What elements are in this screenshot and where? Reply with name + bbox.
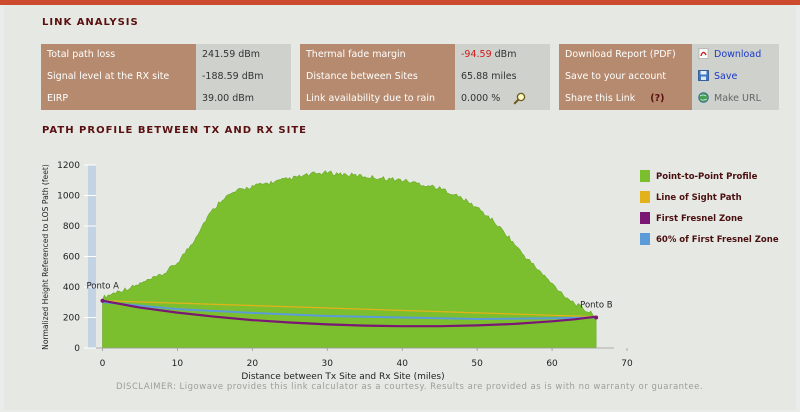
stat-row-path-loss: Total path loss 241.59 dBm bbox=[41, 44, 291, 66]
stat-label: EIRP bbox=[41, 88, 196, 110]
y-tick-lines bbox=[84, 164, 96, 349]
stat-value: 39.00 dBm bbox=[196, 88, 291, 110]
y-tick-label: 200 bbox=[63, 314, 80, 324]
x-tick-label: 20 bbox=[247, 359, 259, 369]
legend-swatch bbox=[640, 191, 650, 203]
legend-swatch bbox=[640, 170, 650, 182]
top-accent-bar bbox=[0, 0, 800, 5]
action-label: Share this Link (?) bbox=[559, 88, 692, 110]
stat-label: Distance between Sites bbox=[300, 66, 455, 88]
stat-value: -94.59 dBm bbox=[455, 44, 550, 66]
site-a-label: Ponto A bbox=[86, 282, 119, 292]
save-button[interactable]: Save bbox=[692, 66, 779, 88]
fade-margin-number: -94.59 bbox=[461, 49, 492, 60]
path-profile-chart: 0 10 20 30 40 50 60 70 0 200 400 600 800 1000 1200 Po… bbox=[41, 161, 779, 382]
x-tick-labels: 0 10 20 30 40 50 60 70 bbox=[100, 348, 633, 369]
action-label: Save to your account bbox=[559, 66, 692, 88]
y-axis-label: Normalized Height Referenced to LOS Path… bbox=[41, 164, 50, 350]
share-help-button[interactable]: (?) bbox=[650, 93, 665, 104]
site-b-marker bbox=[594, 315, 599, 320]
stat-row-eirp: EIRP 39.00 dBm bbox=[41, 88, 291, 110]
y-tick-label: 800 bbox=[63, 222, 80, 232]
y-tick-label: 0 bbox=[74, 344, 80, 354]
y-tick-label: 400 bbox=[63, 283, 80, 293]
y-tick-label: 1000 bbox=[57, 192, 80, 202]
action-row-share: Share this Link (?) Make URL bbox=[559, 88, 779, 110]
stat-row-distance: Distance between Sites 65.88 miles bbox=[300, 66, 550, 88]
x-tick-label: 50 bbox=[471, 359, 483, 369]
save-icon bbox=[698, 70, 709, 81]
link-stats-group-1: Total path loss 241.59 dBm Signal level … bbox=[41, 44, 291, 111]
globe-icon bbox=[698, 92, 709, 103]
y-tick-labels: 0 200 400 600 800 1000 1200 bbox=[57, 161, 80, 354]
rain-availability-value: 0.000 % bbox=[461, 93, 501, 104]
x-tick-label: 10 bbox=[172, 359, 184, 369]
x-tick-label: 30 bbox=[322, 359, 334, 369]
action-label: Download Report (PDF) bbox=[559, 44, 692, 66]
site-a-marker bbox=[100, 298, 105, 303]
link-stats-group-2: Thermal fade margin -94.59 dBm Distance … bbox=[300, 44, 550, 111]
save-link[interactable]: Save bbox=[714, 71, 738, 82]
x-tick-label: 60 bbox=[546, 359, 558, 369]
magnifier-icon[interactable] bbox=[513, 92, 526, 105]
action-row-save: Save to your account Save bbox=[559, 66, 779, 88]
main-panel: LINK ANALYSIS Total path loss 241.59 dBm… bbox=[4, 5, 796, 410]
legend-swatch bbox=[640, 233, 650, 245]
x-tick-label: 70 bbox=[621, 359, 633, 369]
disclaimer-text: DISCLAIMER: Ligowave provides this link … bbox=[116, 382, 704, 392]
stat-row-signal-level: Signal level at the RX site -188.59 dBm bbox=[41, 66, 291, 88]
stat-label: Thermal fade margin bbox=[300, 44, 455, 66]
legend-swatch bbox=[640, 212, 650, 224]
stat-value: 241.59 dBm bbox=[196, 44, 291, 66]
stat-label: Signal level at the RX site bbox=[41, 66, 196, 88]
action-row-download: Download Report (PDF) Download bbox=[559, 44, 779, 66]
fresnel-60-line bbox=[102, 301, 597, 321]
stat-label: Link availability due to rain bbox=[300, 88, 455, 110]
line-of-sight-line bbox=[102, 300, 597, 318]
stat-value: -188.59 dBm bbox=[196, 66, 291, 88]
make-url-button[interactable]: Make URL bbox=[692, 88, 779, 110]
y-tick-label: 1200 bbox=[57, 161, 80, 171]
terrain-profile-area bbox=[102, 170, 597, 349]
legend-label: 60% of First Fresnel Zone bbox=[656, 235, 779, 245]
link-actions-group: Download Report (PDF) Download Save to y… bbox=[559, 44, 779, 111]
x-tick-label: 40 bbox=[396, 359, 408, 369]
stat-value: 65.88 miles bbox=[455, 66, 550, 88]
legend-label: Line of Sight Path bbox=[656, 193, 742, 203]
x-tick-label: 0 bbox=[100, 359, 106, 369]
stat-row-rain-availability: Link availability due to rain 0.000 % bbox=[300, 88, 550, 110]
download-link[interactable]: Download bbox=[714, 49, 762, 60]
make-url-link[interactable]: Make URL bbox=[714, 93, 761, 104]
stat-label: Total path loss bbox=[41, 44, 196, 66]
first-fresnel-line bbox=[102, 299, 597, 328]
download-button[interactable]: Download bbox=[692, 44, 779, 66]
stat-row-fade-margin: Thermal fade margin -94.59 dBm bbox=[300, 44, 550, 66]
stat-value: 0.000 % bbox=[455, 88, 550, 110]
legend-label: First Fresnel Zone bbox=[656, 214, 743, 224]
link-analysis-title: LINK ANALYSIS bbox=[42, 17, 139, 28]
fade-margin-unit: dBm bbox=[491, 49, 517, 60]
path-profile-title: PATH PROFILE BETWEEN TX AND RX SITE bbox=[42, 125, 307, 136]
legend-label: Point-to-Point Profile bbox=[656, 172, 758, 182]
site-b-label: Ponto B bbox=[580, 301, 613, 311]
chart-legend: Point-to-Point Profile Line of Sight Path… bbox=[640, 170, 779, 245]
share-label: Share this Link bbox=[565, 93, 636, 104]
y-tick-label: 600 bbox=[63, 253, 80, 263]
pdf-icon bbox=[698, 48, 709, 59]
x-axis-label: Distance between Tx Site and Rx Site (mi… bbox=[241, 372, 444, 382]
